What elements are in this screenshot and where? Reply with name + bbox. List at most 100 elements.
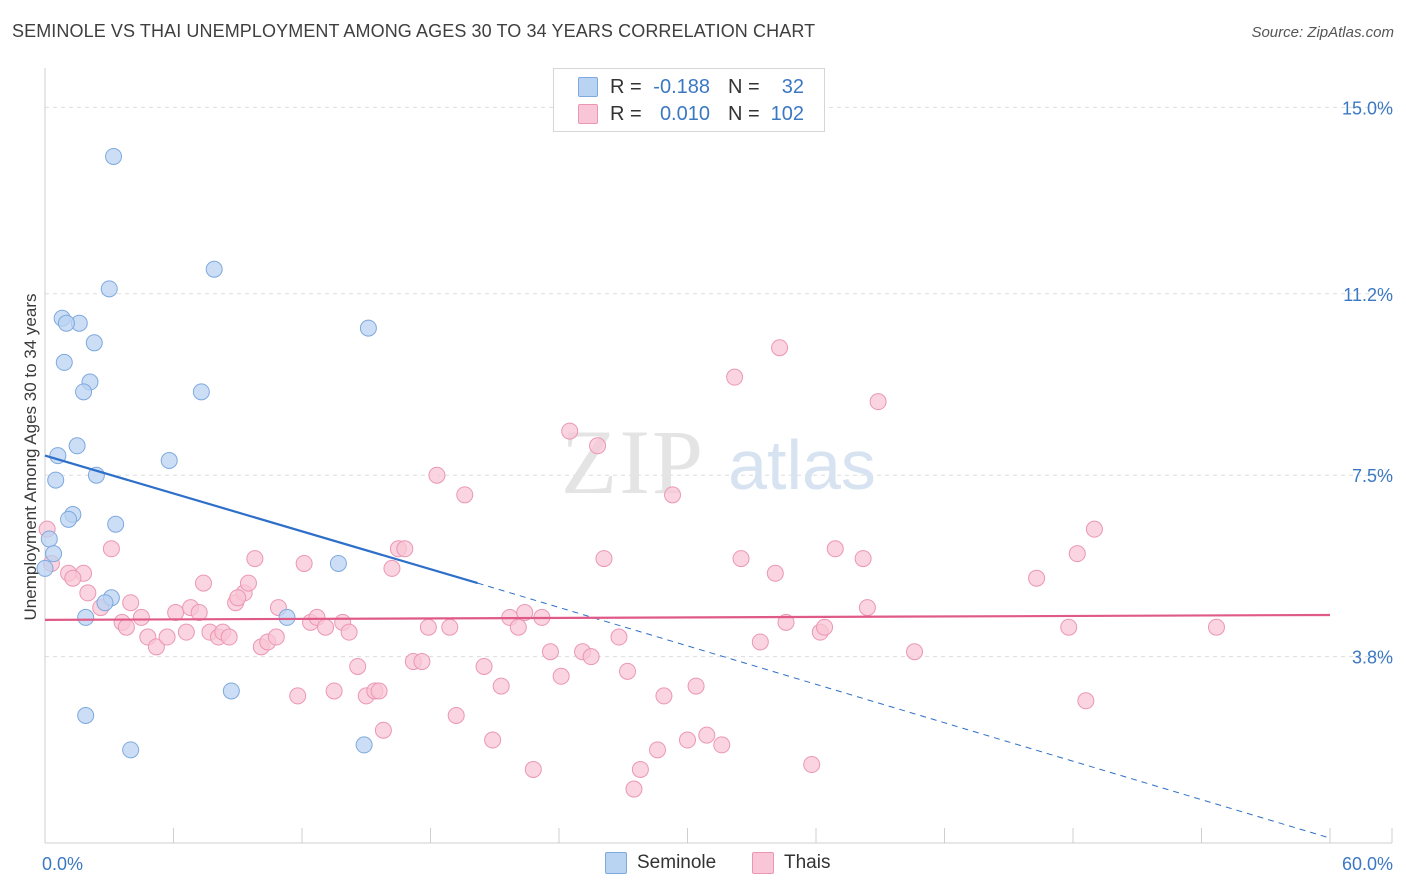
thais-point-30 xyxy=(267,628,285,646)
thais-point-4 xyxy=(64,569,82,587)
y-tick-label-2: 11.2% xyxy=(1343,285,1393,305)
bottom-legend: Seminole Thais xyxy=(0,852,1406,878)
seminole-point-19 xyxy=(107,515,125,533)
seminole-point-21 xyxy=(45,545,63,563)
thais-point-37 xyxy=(325,682,343,700)
thais-point-93 xyxy=(906,643,924,661)
thais-point-60 xyxy=(524,760,542,778)
thais-point-56 xyxy=(492,677,510,695)
thais-point-32 xyxy=(289,687,307,705)
seminole-point-11 xyxy=(192,383,210,401)
seminole-point-7 xyxy=(85,334,103,352)
watermark-atlas: atlas xyxy=(728,426,876,504)
thais-point-5 xyxy=(79,584,97,602)
thais-point-53 xyxy=(456,486,474,504)
seminole-point-31 xyxy=(122,741,140,759)
legend-item-thais[interactable]: Thais xyxy=(752,852,830,874)
thais-point-23 xyxy=(220,628,238,646)
thais-point-72 xyxy=(631,760,649,778)
seminole-point-29 xyxy=(77,707,95,724)
seminole-point-2 xyxy=(100,280,118,298)
thais-point-73 xyxy=(649,741,667,759)
thais-point-91 xyxy=(858,599,876,617)
thais-point-92 xyxy=(869,393,887,411)
thais-point-69 xyxy=(610,628,628,646)
thais-n-label: N = xyxy=(728,102,760,125)
thais-point-52 xyxy=(447,707,465,724)
thais-r-label: R = xyxy=(610,102,642,125)
thais-point-48 xyxy=(413,653,431,671)
seminole-point-23 xyxy=(36,559,54,577)
thais-point-55 xyxy=(484,731,502,749)
seminole-point-0 xyxy=(105,147,123,165)
thais-point-46 xyxy=(396,540,414,558)
seminole-point-12 xyxy=(68,437,86,455)
thais-point-87 xyxy=(726,368,744,386)
thais-point-17 xyxy=(190,604,208,622)
thais-point-88 xyxy=(816,618,834,636)
thais-point-36 xyxy=(317,618,335,636)
seminole-n-label: N = xyxy=(728,75,760,98)
thais-legend-swatch xyxy=(752,852,774,874)
legend-item-seminole[interactable]: Seminole xyxy=(605,852,716,874)
thais-point-54 xyxy=(475,657,493,675)
thais-point-49 xyxy=(419,618,437,636)
seminole-point-6 xyxy=(359,319,377,337)
seminole-r-label: R = xyxy=(610,75,642,98)
thais-point-96 xyxy=(1068,545,1086,563)
thais-n-value: 102 xyxy=(770,102,804,125)
seminole-point-25 xyxy=(96,594,114,612)
thais-point-44 xyxy=(383,559,401,577)
seminole-point-5 xyxy=(57,314,75,332)
thais-point-9 xyxy=(132,608,150,626)
thais-point-70 xyxy=(619,662,637,680)
legend-thais-label: Thais xyxy=(784,852,831,873)
thais-point-33 xyxy=(295,554,313,572)
grid-layer xyxy=(45,106,1392,658)
source-label: Source: ZipAtlas.com xyxy=(1251,24,1394,41)
watermark-zip: ZIP xyxy=(561,411,705,513)
seminole-legend-swatch xyxy=(605,852,627,874)
seminole-swatch xyxy=(578,77,598,97)
thais-point-19 xyxy=(194,574,212,592)
seminole-point-20 xyxy=(40,530,58,548)
thais-point-43 xyxy=(374,721,392,739)
thais-point-80 xyxy=(732,550,750,568)
seminole-point-26 xyxy=(77,608,95,626)
thais-point-76 xyxy=(679,731,696,749)
thais-point-66 xyxy=(582,648,600,666)
seminole-points xyxy=(36,147,377,759)
thais-point-59 xyxy=(516,604,534,622)
thais-point-63 xyxy=(552,667,570,685)
seminole-point-30 xyxy=(355,736,373,754)
seminole-point-16 xyxy=(47,471,65,489)
thais-point-74 xyxy=(655,687,673,705)
thais-point-94 xyxy=(1028,569,1046,587)
thais-point-40 xyxy=(349,657,367,675)
thais-point-27 xyxy=(246,550,264,568)
axis-layer xyxy=(44,68,1393,844)
tick-labels: 3.8% 7.5% 11.2% 15.0% 0.0% 60.0% xyxy=(42,98,1393,874)
thais-point-11 xyxy=(117,618,135,636)
thais-point-51 xyxy=(441,618,459,636)
thais-point-8 xyxy=(122,594,140,612)
thais-point-18 xyxy=(177,623,195,641)
thais-point-68 xyxy=(589,437,607,455)
legend-row-seminole: R = -0.188 N = 32 xyxy=(554,74,804,100)
thais-points xyxy=(38,339,1225,798)
thais-point-64 xyxy=(561,422,579,440)
thais-point-81 xyxy=(751,633,769,651)
watermark: ZIP atlas xyxy=(561,411,876,513)
legend-row-thais: R = 0.010 N = 102 xyxy=(554,101,804,127)
thais-point-98 xyxy=(1085,520,1103,538)
seminole-trend-line xyxy=(44,454,478,585)
thais-point-75 xyxy=(664,486,682,504)
thais-point-85 xyxy=(803,756,821,774)
seminole-point-18 xyxy=(60,510,78,528)
thais-point-89 xyxy=(826,540,844,558)
thais-point-99 xyxy=(1207,618,1225,636)
thais-r-value: 0.010 xyxy=(659,102,710,125)
thais-point-82 xyxy=(766,564,784,582)
thais-point-101 xyxy=(229,589,247,607)
thais-point-78 xyxy=(698,726,716,744)
